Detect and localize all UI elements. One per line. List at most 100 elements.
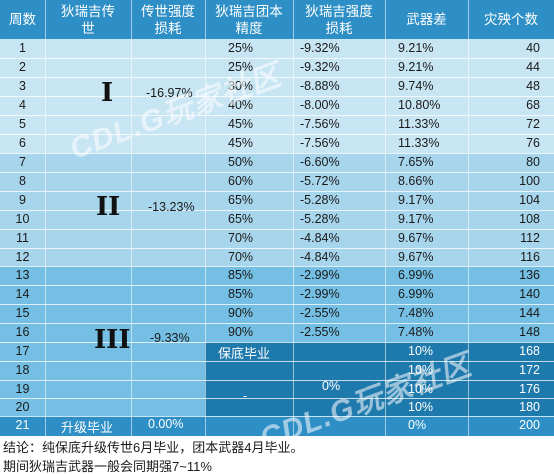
precision-cell: 65% xyxy=(228,193,254,207)
week-cell: 6 xyxy=(19,136,26,150)
count-cell: 180 xyxy=(519,400,540,414)
row-divider xyxy=(0,398,554,399)
weapon-diff-cell: 9.17% xyxy=(398,212,434,226)
precision-cell: 45% xyxy=(228,117,254,131)
stage-2-loss: -13.23% xyxy=(148,200,195,214)
column-divider xyxy=(205,0,206,436)
count-cell: 44 xyxy=(526,60,540,74)
row-divider xyxy=(0,266,554,267)
row-divider xyxy=(0,229,554,230)
strength-loss-cell: -2.55% xyxy=(300,325,340,339)
weapon-diff-cell: 9.74% xyxy=(398,79,434,93)
row-divider xyxy=(0,361,554,362)
precision-cell: 25% xyxy=(228,60,254,74)
weapon-diff-cell: 7.48% xyxy=(398,306,434,320)
count-cell: 140 xyxy=(519,287,540,301)
column-divider xyxy=(45,0,46,436)
weapon-diff-cell: 10.80% xyxy=(398,98,441,112)
upgrade-row xyxy=(0,416,554,436)
row-divider xyxy=(0,77,554,78)
week-cell: 4 xyxy=(19,98,26,112)
count-cell: 80 xyxy=(526,155,540,169)
week-cell: 3 xyxy=(19,79,26,93)
week-cell: 18 xyxy=(15,363,30,377)
precision-cell: 30% xyxy=(228,79,254,93)
weapon-diff-cell: 6.99% xyxy=(398,268,434,282)
strength-loss-cell: -4.84% xyxy=(300,250,340,264)
count-cell: 176 xyxy=(519,382,540,396)
row-divider xyxy=(0,248,554,249)
weapon-diff-cell: 10% xyxy=(408,382,434,396)
header-week: 周数 xyxy=(9,12,36,27)
row-divider xyxy=(0,304,554,305)
count-cell: 168 xyxy=(519,344,540,358)
precision-cell: 45% xyxy=(228,136,254,150)
week-cell: 7 xyxy=(19,155,26,169)
week-cell: 9 xyxy=(19,193,26,207)
weapon-diff-cell: 11.33% xyxy=(398,117,440,131)
strength-loss-cell: -9.32% xyxy=(300,60,340,74)
graduation-table: 周数 狄瑞吉传 世 传世强度 损耗 狄瑞吉团本 精度 狄瑞吉强度 损耗 武器差 … xyxy=(0,0,554,436)
weapon-diff-cell: 7.65% xyxy=(398,155,434,169)
column-divider xyxy=(131,0,132,436)
column-divider xyxy=(385,0,386,436)
count-cell: 112 xyxy=(520,231,540,245)
weapon-diff-cell: 9.21% xyxy=(398,41,434,55)
upgrade-label: 升级毕业 xyxy=(61,420,114,435)
strength-loss-cell xyxy=(300,361,376,380)
row-divider xyxy=(0,380,554,381)
strength-loss-cell: -2.99% xyxy=(300,268,340,282)
precision-cell: 85% xyxy=(228,287,254,301)
row-divider xyxy=(0,323,554,324)
strength-loss-cell xyxy=(300,416,376,435)
week-cell: 8 xyxy=(19,174,26,188)
strength-loss-cell: -8.88% xyxy=(300,79,340,93)
strength-loss-cell xyxy=(300,398,376,417)
count-cell: 148 xyxy=(519,325,540,339)
weapon-diff-cell: 9.21% xyxy=(398,60,434,74)
precision-cell: 70% xyxy=(228,231,254,245)
week-cell: 21 xyxy=(15,418,30,432)
strength-loss-cell: -5.28% xyxy=(300,193,340,207)
strength-loss-cell: -2.99% xyxy=(300,287,340,301)
weapon-diff-cell: 10% xyxy=(408,344,434,358)
week-cell: 20 xyxy=(15,400,30,414)
header-legacy-loss: 传世强度 损耗 xyxy=(141,3,195,36)
graduation-label: 保底毕业 xyxy=(218,346,271,361)
week-cell: 11 xyxy=(16,231,29,245)
strength-loss-cell xyxy=(300,342,376,361)
row-divider xyxy=(0,115,554,116)
count-cell: 72 xyxy=(526,117,540,131)
count-cell: 108 xyxy=(519,212,540,226)
strength-loss-cell: -4.84% xyxy=(300,231,340,245)
count-cell: 200 xyxy=(519,418,540,432)
header-legacy: 狄瑞吉传 世 xyxy=(61,3,115,36)
strength-loss-cell: -7.56% xyxy=(300,136,340,150)
weapon-diff-cell: 7.48% xyxy=(398,325,434,339)
row-divider xyxy=(0,172,554,173)
count-cell: 136 xyxy=(519,268,540,282)
precision-cell xyxy=(228,380,278,399)
precision-cell: 65% xyxy=(228,212,254,226)
count-cell: 116 xyxy=(520,250,540,264)
precision-cell: 90% xyxy=(228,306,254,320)
weapon-diff-cell: 6.99% xyxy=(398,287,434,301)
count-cell: 100 xyxy=(519,174,540,188)
week-cell: 19 xyxy=(15,382,30,396)
row-divider xyxy=(0,134,554,135)
header-catastrophe-count: 灾殃个数 xyxy=(484,12,538,27)
column-divider xyxy=(468,0,469,436)
strength-loss-cell: -7.56% xyxy=(300,117,340,131)
week-cell: 16 xyxy=(15,325,30,339)
stage-marker-2: II xyxy=(96,192,121,222)
header-precision: 狄瑞吉团本 精度 xyxy=(215,3,283,36)
column-divider xyxy=(293,0,294,436)
week-cell: 12 xyxy=(15,250,30,264)
header-row xyxy=(0,0,554,39)
strength-loss-cell: -6.60% xyxy=(300,155,340,169)
precision-cell: 50% xyxy=(228,155,254,169)
stage-marker-1: I xyxy=(101,78,114,108)
precision-cell: 60% xyxy=(228,174,254,188)
week-cell: 10 xyxy=(15,212,30,226)
precision-cell xyxy=(228,398,278,417)
